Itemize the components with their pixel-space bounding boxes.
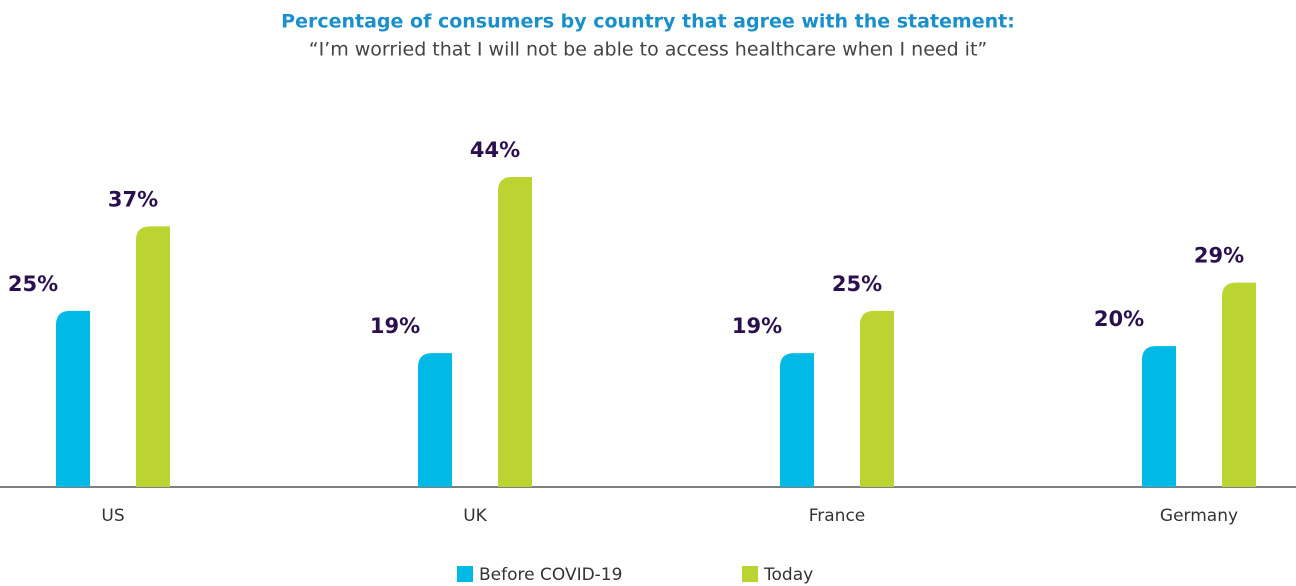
- bar: [418, 353, 452, 487]
- value-label: 37%: [108, 187, 158, 211]
- x-tick-label: Germany: [1160, 506, 1238, 526]
- value-label: 25%: [8, 272, 58, 296]
- x-tick-label: US: [101, 506, 124, 526]
- x-tick-label: France: [809, 506, 866, 526]
- chart-title: Percentage of consumers by country that …: [281, 11, 1015, 33]
- legend-swatch: [742, 566, 758, 582]
- value-label: 20%: [1094, 307, 1144, 331]
- value-label: 19%: [732, 314, 782, 338]
- legend-label: Today: [763, 565, 813, 585]
- value-label: 19%: [370, 314, 420, 338]
- value-label: 25%: [832, 272, 882, 296]
- value-label: 44%: [470, 138, 520, 162]
- value-label: 29%: [1194, 244, 1244, 268]
- bar: [498, 177, 532, 487]
- bar: [780, 353, 814, 487]
- bar: [56, 310, 90, 487]
- bar: [136, 226, 170, 487]
- bar: [1222, 282, 1256, 487]
- legend-swatch: [457, 566, 473, 582]
- legend-label: Before COVID-19: [479, 565, 622, 585]
- x-tick-label: UK: [463, 506, 487, 526]
- chart-subtitle: “I’m worried that I will not be able to …: [309, 39, 988, 61]
- bar: [1142, 346, 1176, 487]
- bar: [860, 310, 894, 487]
